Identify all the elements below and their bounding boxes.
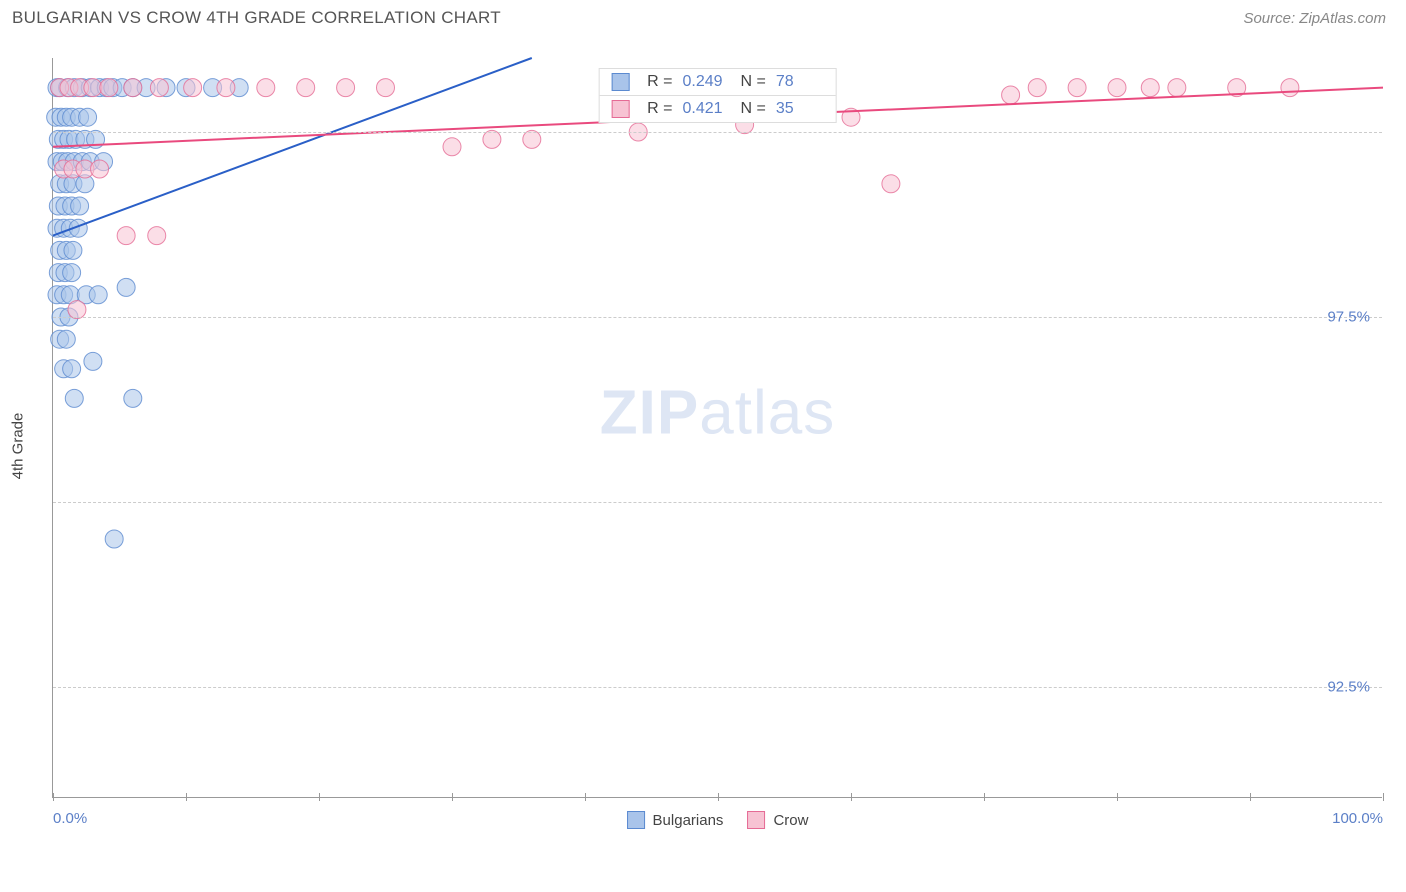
gridline <box>53 317 1382 318</box>
chart-area: ZIPatlas R =0.249N =78R =0.421N =35 Bulg… <box>52 58 1382 798</box>
x-tick <box>718 793 719 801</box>
legend-label: Crow <box>773 812 808 829</box>
x-tick <box>1383 793 1384 801</box>
data-point <box>68 301 86 319</box>
chart-title: BULGARIAN VS CROW 4TH GRADE CORRELATION … <box>12 8 501 28</box>
data-point <box>71 197 89 215</box>
stats-n-label: N = <box>741 73 766 91</box>
data-point <box>84 352 102 370</box>
data-point <box>124 389 142 407</box>
gridline <box>53 502 1382 503</box>
x-tick <box>1250 793 1251 801</box>
data-point <box>443 138 461 156</box>
data-point <box>79 108 97 126</box>
stats-n-value: 78 <box>776 73 824 91</box>
gridline <box>53 687 1382 688</box>
data-point <box>1028 79 1046 97</box>
x-tick <box>186 793 187 801</box>
data-point <box>377 79 395 97</box>
data-point <box>100 79 118 97</box>
stats-r-label: R = <box>647 73 672 91</box>
data-point <box>63 360 81 378</box>
x-tick <box>851 793 852 801</box>
legend-swatch <box>747 811 765 829</box>
data-point <box>65 389 83 407</box>
legend-swatch <box>627 811 645 829</box>
data-point <box>1002 86 1020 104</box>
legend-item: Crow <box>747 811 808 829</box>
stats-row: R = 0.421 N = 35 <box>599 96 836 122</box>
data-point <box>150 79 168 97</box>
data-point <box>483 130 501 148</box>
y-axis-title: 4th Grade <box>10 413 27 480</box>
stats-n-value: 35 <box>776 100 824 118</box>
x-tick <box>1117 793 1118 801</box>
data-point <box>1281 79 1299 97</box>
stats-row: R = 0.249 N = 78 <box>599 69 836 96</box>
stats-r-value: 0.421 <box>683 100 731 118</box>
legend-item: Bulgarians <box>627 811 724 829</box>
data-point <box>57 330 75 348</box>
data-point <box>63 264 81 282</box>
stats-n-label: N = <box>741 100 766 118</box>
x-tick <box>984 793 985 801</box>
y-tick-label: 92.5% <box>1327 679 1370 696</box>
stats-swatch <box>611 100 629 118</box>
data-point <box>882 175 900 193</box>
stats-swatch <box>611 73 629 91</box>
data-point <box>124 79 142 97</box>
data-point <box>257 79 275 97</box>
data-point <box>297 79 315 97</box>
x-tick <box>585 793 586 801</box>
data-point <box>1141 79 1159 97</box>
data-point <box>1108 79 1126 97</box>
gridline <box>53 132 1382 133</box>
x-tick-label: 0.0% <box>53 810 87 827</box>
data-point <box>1168 79 1186 97</box>
data-point <box>91 160 109 178</box>
y-tick-label: 97.5% <box>1327 309 1370 326</box>
data-point <box>217 79 235 97</box>
data-point <box>89 286 107 304</box>
data-point <box>105 530 123 548</box>
data-point <box>64 241 82 259</box>
data-point <box>148 227 166 245</box>
stats-r-value: 0.249 <box>683 73 731 91</box>
legend-label: Bulgarians <box>653 812 724 829</box>
data-point <box>184 79 202 97</box>
x-tick <box>319 793 320 801</box>
stats-box: R = 0.249 N = 78 R = 0.421 N = 35 <box>598 68 837 123</box>
legend: Bulgarians Crow <box>627 811 809 829</box>
data-point <box>523 130 541 148</box>
x-tick <box>452 793 453 801</box>
source-label: Source: ZipAtlas.com <box>1243 10 1386 27</box>
data-point <box>117 278 135 296</box>
data-point <box>337 79 355 97</box>
x-tick-label: 100.0% <box>1332 810 1383 827</box>
data-point <box>84 79 102 97</box>
header: BULGARIAN VS CROW 4TH GRADE CORRELATION … <box>0 0 1406 36</box>
data-point <box>117 227 135 245</box>
x-tick <box>53 793 54 801</box>
data-point <box>1068 79 1086 97</box>
stats-r-label: R = <box>647 100 672 118</box>
